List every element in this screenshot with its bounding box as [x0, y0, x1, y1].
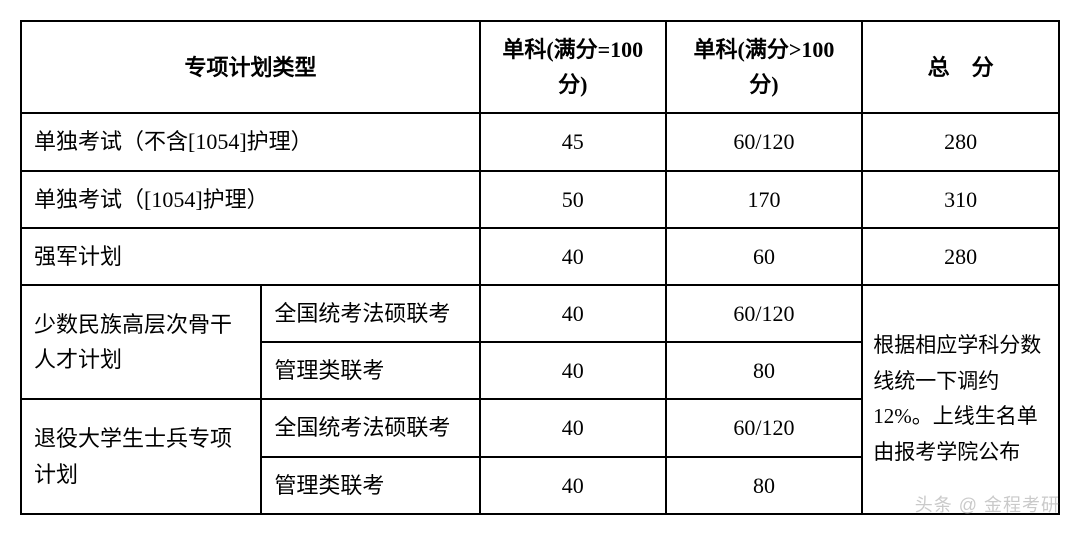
cell-s1: 40	[480, 228, 666, 285]
row-label: 强军计划	[21, 228, 480, 285]
table-row: 强军计划 40 60 280	[21, 228, 1059, 285]
cell-s1: 40	[480, 342, 666, 399]
cell-s2: 60/120	[666, 113, 863, 170]
header-subject-gt100: 单科(满分>100 分)	[666, 21, 863, 113]
table-row: 单独考试（[1054]护理） 50 170 310	[21, 171, 1059, 228]
cell-total: 310	[862, 171, 1059, 228]
row-group-label: 退役大学生士兵专项计划	[21, 399, 261, 513]
cell-s2: 170	[666, 171, 863, 228]
note-cell: 根据相应学科分数线统一下调约12%。上线生名单由报考学院公布	[862, 285, 1059, 514]
row-subtype: 全国统考法硕联考	[261, 285, 480, 342]
cell-total: 280	[862, 113, 1059, 170]
table-row: 单独考试（不含[1054]护理） 45 60/120 280	[21, 113, 1059, 170]
header-subject-100: 单科(满分=100 分)	[480, 21, 666, 113]
cell-s1: 40	[480, 285, 666, 342]
row-group-label: 少数民族高层次骨干人才计划	[21, 285, 261, 399]
cell-s1: 40	[480, 457, 666, 514]
cell-s2: 80	[666, 342, 863, 399]
cell-s2: 60/120	[666, 285, 863, 342]
table-header-row: 专项计划类型 单科(满分=100 分) 单科(满分>100 分) 总 分	[21, 21, 1059, 113]
row-subtype: 管理类联考	[261, 457, 480, 514]
cell-s1: 45	[480, 113, 666, 170]
row-subtype: 管理类联考	[261, 342, 480, 399]
cell-s1: 40	[480, 399, 666, 456]
cell-total: 280	[862, 228, 1059, 285]
header-plan-type: 专项计划类型	[21, 21, 480, 113]
cell-s2: 60/120	[666, 399, 863, 456]
watermark-text: 头条 @ 金程考研	[915, 491, 1060, 517]
row-label: 单独考试（[1054]护理）	[21, 171, 480, 228]
cell-s2: 80	[666, 457, 863, 514]
row-subtype: 全国统考法硕联考	[261, 399, 480, 456]
score-table: 专项计划类型 单科(满分=100 分) 单科(满分>100 分) 总 分 单独考…	[20, 20, 1060, 515]
header-total: 总 分	[862, 21, 1059, 113]
cell-s2: 60	[666, 228, 863, 285]
row-label: 单独考试（不含[1054]护理）	[21, 113, 480, 170]
cell-s1: 50	[480, 171, 666, 228]
table-row: 少数民族高层次骨干人才计划 全国统考法硕联考 40 60/120 根据相应学科分…	[21, 285, 1059, 342]
